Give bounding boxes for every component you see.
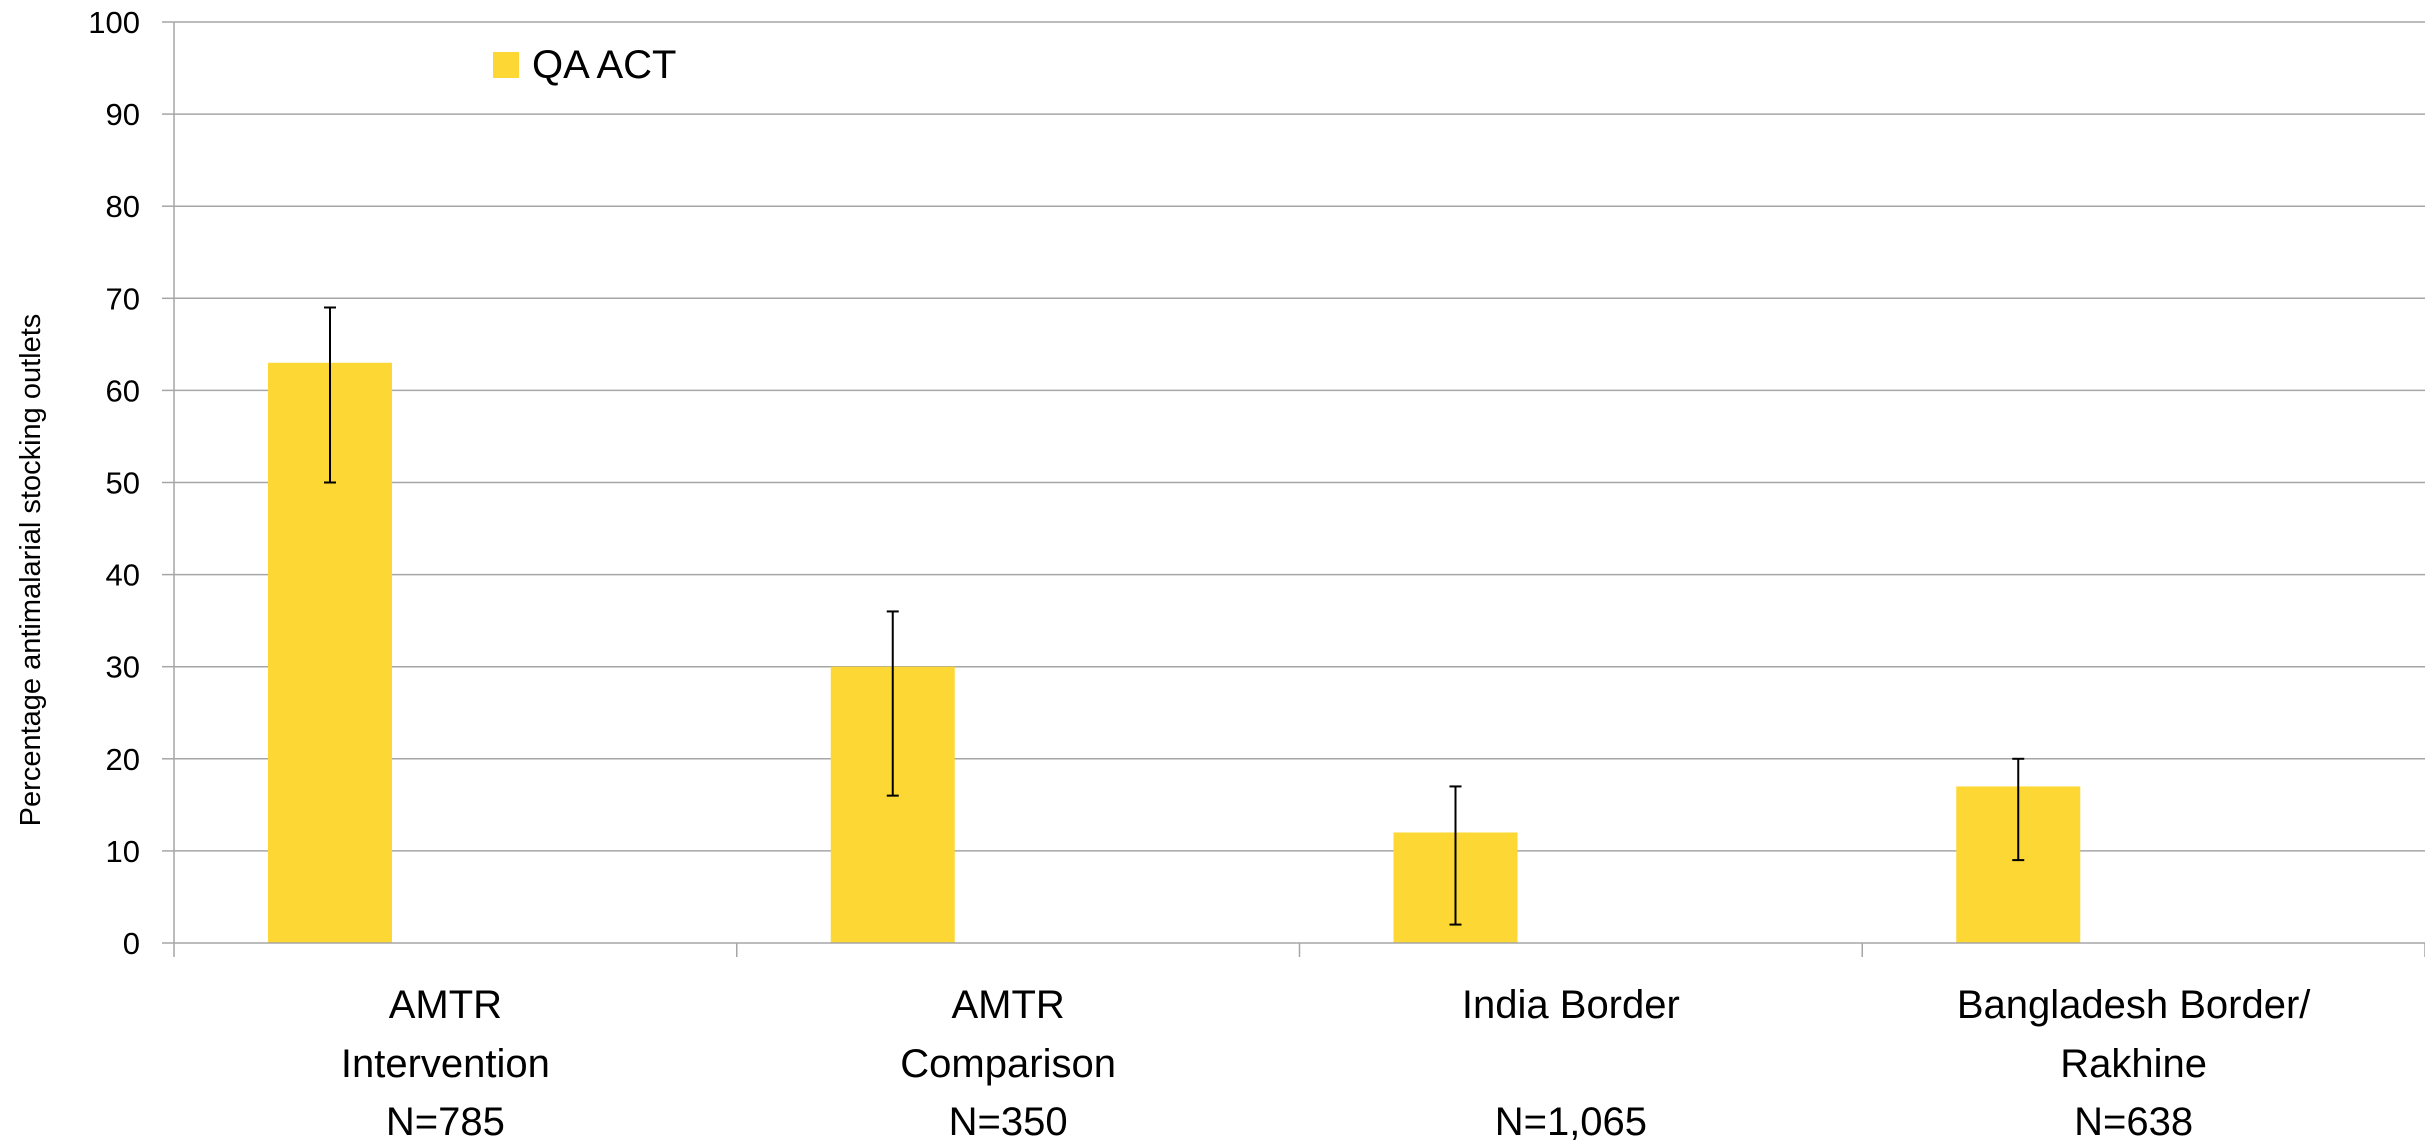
y-tick-labels: 0 10 20 30 40 50 60 70 80 90 100 bbox=[88, 5, 140, 961]
x-category-label: India Border bbox=[1462, 983, 1680, 1027]
y-tick-label: 50 bbox=[106, 466, 140, 501]
y-tick-label: 0 bbox=[123, 926, 140, 961]
legend: QA ACT bbox=[493, 43, 677, 87]
y-tick-label: 10 bbox=[106, 834, 140, 869]
error-bars bbox=[324, 306, 2025, 926]
axes bbox=[162, 21, 2425, 957]
x-category-label: Bangladesh Border/ bbox=[1957, 983, 2311, 1027]
x-category-label: Rakhine bbox=[2060, 1042, 2207, 1086]
y-tick-label: 30 bbox=[106, 650, 140, 685]
y-tick-label: 90 bbox=[106, 97, 140, 132]
x-category-label: N=1,065 bbox=[1495, 1100, 1647, 1140]
x-category-label: AMTR bbox=[951, 983, 1064, 1027]
x-category-label: N=350 bbox=[949, 1100, 1068, 1140]
x-category-label: Intervention bbox=[341, 1042, 550, 1086]
y-tick-label: 70 bbox=[106, 281, 140, 316]
y-tick-label: 100 bbox=[88, 5, 140, 40]
legend-label: QA ACT bbox=[532, 43, 677, 87]
x-category-label: N=638 bbox=[2074, 1100, 2193, 1140]
x-category-label: AMTR bbox=[389, 983, 502, 1027]
y-axis-label: Percentage antimalarial stocking outlets bbox=[15, 314, 47, 827]
bars bbox=[268, 362, 2081, 943]
gridlines bbox=[174, 21, 2425, 852]
x-category-label: N=785 bbox=[386, 1100, 505, 1140]
y-tick-label: 60 bbox=[106, 373, 140, 408]
y-tick-label: 20 bbox=[106, 742, 140, 777]
x-category-labels: AMTR Intervention N=785 AMTR Comparison N=350… bbox=[341, 983, 2311, 1140]
x-category-label: Comparison bbox=[900, 1042, 1116, 1086]
y-tick-label: 80 bbox=[106, 189, 140, 224]
legend-swatch bbox=[493, 52, 519, 78]
y-tick-label: 40 bbox=[106, 558, 140, 593]
